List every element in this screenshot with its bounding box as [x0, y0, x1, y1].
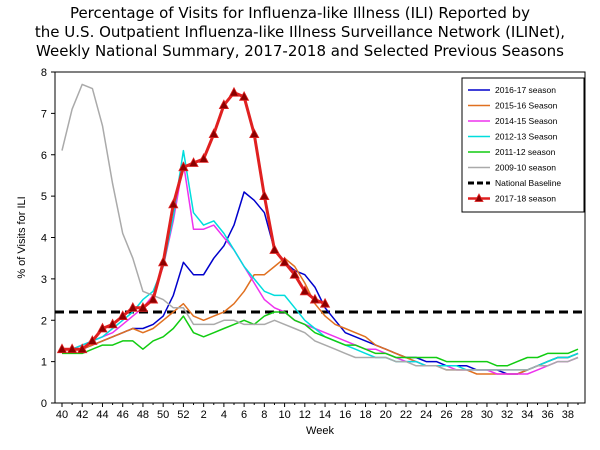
data-point [168, 198, 179, 209]
x-tick-label: 44 [96, 409, 108, 421]
legend-label: 2017-18 season [495, 194, 556, 204]
y-tick-label: 4 [41, 233, 47, 245]
x-tick-label: 38 [562, 409, 574, 421]
legend-entry: 2012-13 Season [468, 132, 558, 142]
data-point [178, 161, 189, 172]
y-tick-label: 7 [41, 108, 47, 120]
legend-label: 2014-15 Season [495, 116, 558, 126]
legend-label: National Baseline [495, 178, 561, 188]
x-tick-label: 12 [299, 409, 311, 421]
x-tick-label: 52 [177, 409, 189, 421]
x-tick-label: 20 [380, 409, 392, 421]
legend-entry: 2009-10 season [468, 163, 556, 173]
data-point [56, 343, 68, 354]
data-point [87, 335, 98, 345]
series-2017-18-season [56, 86, 331, 354]
data-point [249, 128, 260, 138]
data-point [147, 293, 159, 304]
x-tick-label: 26 [440, 409, 452, 421]
data-point [107, 318, 118, 329]
series-2015-16-season [62, 257, 579, 375]
legend-entry: 2011-12 season [468, 147, 556, 157]
data-point [158, 256, 169, 267]
chart-title-line-3: Weekly National Summary, 2017-2018 and S… [36, 42, 564, 60]
data-point [208, 128, 219, 138]
x-tick-label: 28 [461, 409, 473, 421]
series-layer [56, 83, 579, 375]
legend-label: 2016-17 season [495, 85, 556, 95]
legend-marker [474, 193, 484, 202]
legend-label: 2009-10 season [495, 163, 556, 173]
data-point [77, 343, 88, 354]
y-tick-label: 3 [41, 274, 47, 286]
y-tick-label: 0 [41, 398, 47, 410]
data-point [309, 293, 321, 304]
x-tick-label: 22 [400, 409, 412, 421]
series-2014-15-season [62, 162, 579, 375]
data-point [127, 301, 138, 312]
legend-entry: 2015-16 Season [468, 101, 558, 111]
y-tick-label: 8 [41, 67, 47, 79]
data-point [319, 297, 331, 308]
data-point [117, 310, 128, 321]
series-2011-12-season [62, 311, 579, 367]
x-tick-label: 8 [261, 409, 267, 421]
x-tick-label: 4 [221, 409, 227, 421]
legend: 2016-17 season 2015-16 Season 2014-15 Seas… [461, 77, 585, 213]
data-point [299, 285, 310, 296]
x-tick-label: 42 [76, 409, 88, 421]
y-tick-label: 5 [41, 191, 47, 203]
x-tick-label: 50 [157, 409, 169, 421]
data-point [188, 157, 199, 167]
series-2009-10-season [61, 83, 579, 371]
legend-box [461, 77, 585, 213]
y-axis-label: % of Visits for ILI [16, 196, 28, 278]
data-point [238, 90, 250, 101]
x-tick-label: 18 [359, 409, 371, 421]
x-tick-label: 14 [319, 409, 331, 421]
x-tick-label: 10 [278, 409, 290, 421]
data-point [137, 301, 149, 312]
x-axis-label: Week [306, 425, 334, 437]
legend-entry: 2017-18 season [468, 193, 556, 204]
chart-title-line-1: Percentage of Visits for Influenza-like … [69, 4, 531, 22]
x-tick-label: 34 [521, 409, 533, 421]
x-tick-label: 32 [501, 409, 513, 421]
data-point [269, 244, 280, 254]
legend-entry: 2016-17 season [468, 85, 556, 95]
data-point [97, 322, 108, 333]
legend-entry: 2014-15 Season [468, 116, 558, 126]
y-tick-label: 2 [41, 315, 47, 327]
x-tick-label: 36 [542, 409, 554, 421]
data-point [66, 343, 78, 354]
series-line-2015-16-season [62, 257, 579, 375]
x-tick-label: 24 [420, 409, 432, 421]
x-tick-label: 2 [201, 409, 207, 421]
legend-entry: National Baseline [468, 178, 561, 188]
series-line-2011-12-season [62, 311, 579, 367]
x-tick-label: 16 [339, 409, 351, 421]
data-point [289, 268, 300, 279]
data-point [218, 99, 230, 109]
data-point [198, 153, 209, 163]
data-point [228, 86, 240, 97]
legend-label: 2011-12 season [495, 147, 556, 157]
x-tick-label: 46 [117, 409, 129, 421]
x-tick-label: 40 [56, 409, 68, 421]
x-tick-label: 30 [481, 409, 493, 421]
y-tick-label: 1 [41, 357, 47, 369]
y-tick-label: 6 [41, 150, 47, 162]
series-line-2014-15-season [62, 162, 579, 375]
chart-title: Percentage of Visits for Influenza-like … [0, 4, 600, 61]
legend-label: 2012-13 Season [495, 132, 558, 142]
series-line-2009-10-season [61, 83, 579, 371]
legend-label: 2015-16 Season [495, 101, 558, 111]
data-point [279, 256, 290, 267]
data-point [259, 190, 270, 201]
x-tick-label: 6 [241, 409, 247, 421]
x-tick-label: 48 [137, 409, 149, 421]
chart-title-line-2: the U.S. Outpatient Influenza-like Illne… [34, 23, 566, 41]
